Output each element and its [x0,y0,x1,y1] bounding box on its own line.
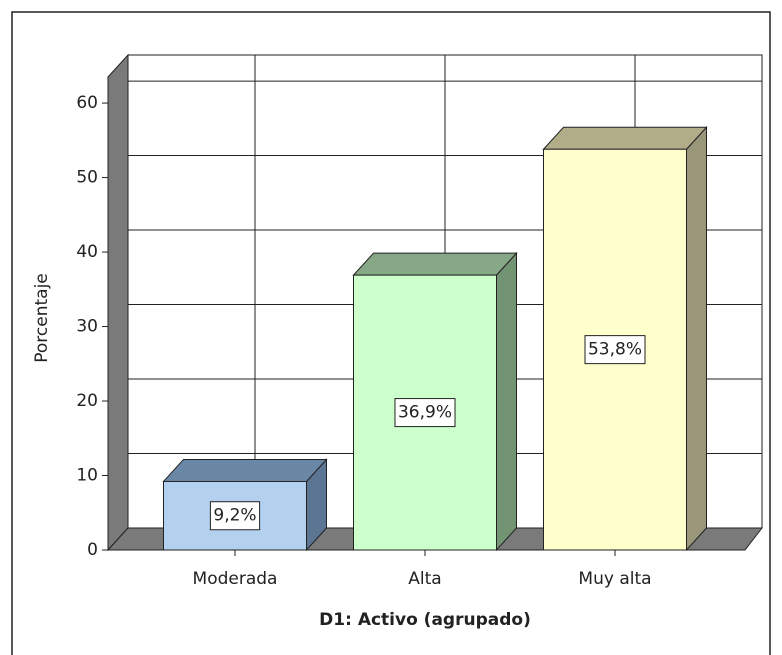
y-tick-label: 10 [76,466,98,486]
bar-top [542,126,708,150]
y-tick-label: 0 [87,540,98,560]
y-tick-label: 40 [76,242,98,262]
x-tick-label: Alta [408,569,441,589]
y-tick-label: 30 [76,317,98,337]
value-label-box [584,335,646,365]
x-axis-label: D1: Activo (agrupado) [319,610,531,630]
bar-top [352,252,518,276]
value-label: 36,9% [398,403,452,423]
y-tick-label: 20 [76,391,98,411]
x-tick-label: Muy alta [578,569,651,589]
x-tick-label: Moderada [193,569,278,589]
y-tick-label: 60 [76,93,98,113]
bar-top [162,458,328,482]
side-wall [107,53,129,552]
y-tick-label: 50 [76,168,98,188]
y-axis-label: Porcentaje [32,273,52,363]
value-label-box [209,501,261,531]
bar-side [686,125,707,552]
bar-side [496,251,517,552]
value-label-box [394,398,456,428]
value-label: 53,8% [588,340,642,360]
value-label: 9,2% [213,506,256,526]
